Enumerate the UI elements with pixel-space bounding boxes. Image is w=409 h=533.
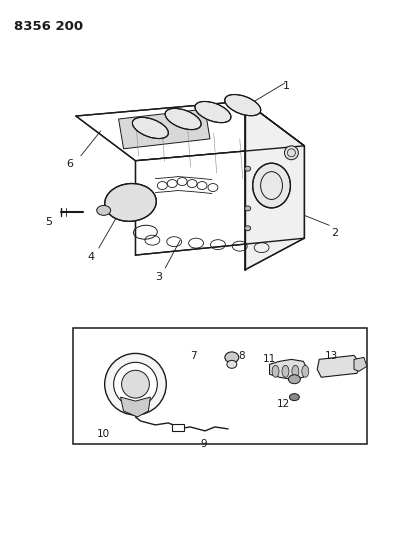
- Ellipse shape: [291, 365, 298, 377]
- Polygon shape: [244, 101, 303, 270]
- Polygon shape: [118, 109, 209, 149]
- Polygon shape: [317, 356, 360, 377]
- Ellipse shape: [113, 362, 157, 406]
- Ellipse shape: [289, 394, 299, 401]
- Polygon shape: [76, 101, 303, 161]
- Ellipse shape: [244, 206, 250, 211]
- Ellipse shape: [244, 166, 250, 171]
- Ellipse shape: [224, 352, 238, 363]
- Text: 2: 2: [330, 228, 337, 238]
- Ellipse shape: [281, 365, 288, 377]
- Polygon shape: [135, 146, 303, 255]
- Ellipse shape: [132, 117, 168, 139]
- Text: 5: 5: [45, 217, 52, 227]
- Polygon shape: [353, 358, 366, 372]
- Ellipse shape: [121, 370, 149, 398]
- Text: 11: 11: [262, 354, 276, 365]
- Ellipse shape: [272, 365, 278, 377]
- Text: 8356 200: 8356 200: [14, 20, 83, 33]
- Ellipse shape: [104, 183, 156, 221]
- Polygon shape: [172, 424, 184, 431]
- Text: 10: 10: [97, 429, 110, 439]
- Ellipse shape: [244, 226, 250, 231]
- Ellipse shape: [224, 94, 260, 116]
- Ellipse shape: [284, 146, 298, 160]
- Text: 3: 3: [155, 272, 162, 282]
- Ellipse shape: [301, 365, 308, 377]
- Polygon shape: [269, 359, 307, 379]
- Text: 13: 13: [324, 351, 337, 361]
- Text: 9: 9: [200, 439, 207, 449]
- Ellipse shape: [165, 108, 201, 130]
- Ellipse shape: [226, 360, 236, 368]
- Bar: [73, 328, 366, 444]
- Polygon shape: [120, 397, 150, 417]
- Ellipse shape: [104, 353, 166, 415]
- Ellipse shape: [97, 205, 110, 215]
- Text: 8: 8: [237, 351, 244, 361]
- Ellipse shape: [252, 163, 290, 208]
- Text: 6: 6: [66, 159, 73, 169]
- Ellipse shape: [288, 375, 300, 384]
- Ellipse shape: [194, 101, 230, 123]
- Text: 12: 12: [276, 399, 290, 409]
- Text: 7: 7: [190, 351, 196, 361]
- Text: 1: 1: [282, 81, 289, 91]
- Text: 4: 4: [87, 252, 94, 262]
